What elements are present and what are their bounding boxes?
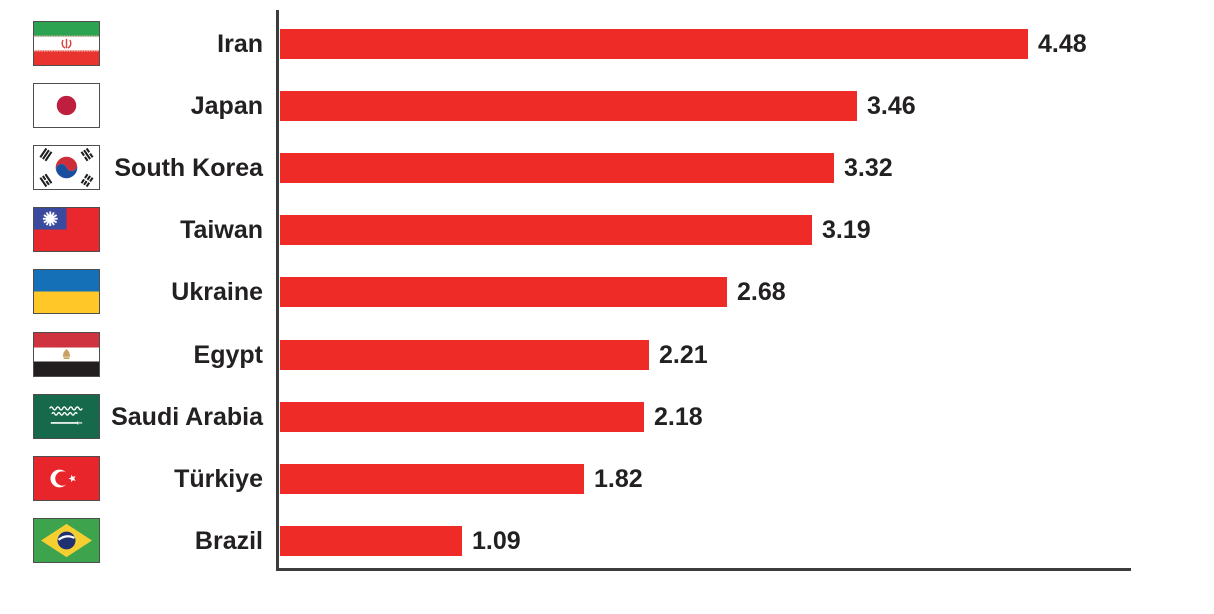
value-label: 2.21 xyxy=(659,340,708,369)
country-label: Japan xyxy=(190,91,263,120)
saudi-arabia-flag-icon xyxy=(33,393,100,439)
bar xyxy=(280,401,644,432)
ukraine-flag-icon xyxy=(33,269,100,315)
chart-row: Saudi Arabia 2.18 xyxy=(0,386,1214,448)
country-label: Iran xyxy=(217,29,263,58)
bar xyxy=(280,277,727,308)
value-label: 3.19 xyxy=(822,216,871,245)
turkiye-flag-icon xyxy=(33,455,100,501)
chart-row: Iran 4.48 xyxy=(0,13,1214,75)
bar xyxy=(280,28,1028,59)
iran-flag-icon xyxy=(33,20,100,66)
south-korea-flag-icon xyxy=(33,144,100,190)
taiwan-flag-icon xyxy=(33,207,100,253)
value-label: 2.68 xyxy=(737,278,786,307)
egypt-flag-icon xyxy=(33,331,100,377)
country-label: South Korea xyxy=(114,153,263,182)
country-label: Saudi Arabia xyxy=(111,402,263,431)
chart-row: Brazil 1.09 xyxy=(0,510,1214,572)
bar xyxy=(280,152,834,183)
value-label: 1.82 xyxy=(594,464,643,493)
chart-row: Türkiye 1.82 xyxy=(0,448,1214,510)
y-axis-line xyxy=(276,10,279,571)
value-label: 3.46 xyxy=(867,91,916,120)
country-label: Brazil xyxy=(194,527,263,556)
bar xyxy=(280,215,812,246)
country-label: Türkiye xyxy=(174,464,263,493)
japan-flag-icon xyxy=(33,82,100,128)
value-label: 2.18 xyxy=(654,402,703,431)
bar xyxy=(280,463,584,494)
country-label: Ukraine xyxy=(171,278,263,307)
bar xyxy=(280,526,462,557)
chart-row: South Korea 3.32 xyxy=(0,137,1214,199)
chart-row: Ukraine 2.68 xyxy=(0,261,1214,323)
country-label: Taiwan xyxy=(180,216,263,245)
chart-row: Japan 3.46 xyxy=(0,75,1214,137)
bar xyxy=(280,90,857,121)
value-label: 1.09 xyxy=(472,527,521,556)
country-label: Egypt xyxy=(193,340,263,369)
x-axis-line xyxy=(276,568,1131,571)
brazil-flag-icon xyxy=(33,518,100,564)
value-label: 4.48 xyxy=(1038,29,1087,58)
chart-row: Egypt 2.21 xyxy=(0,324,1214,386)
bar xyxy=(280,339,649,370)
value-label: 3.32 xyxy=(844,153,893,182)
chart-row: Taiwan 3.19 xyxy=(0,199,1214,261)
